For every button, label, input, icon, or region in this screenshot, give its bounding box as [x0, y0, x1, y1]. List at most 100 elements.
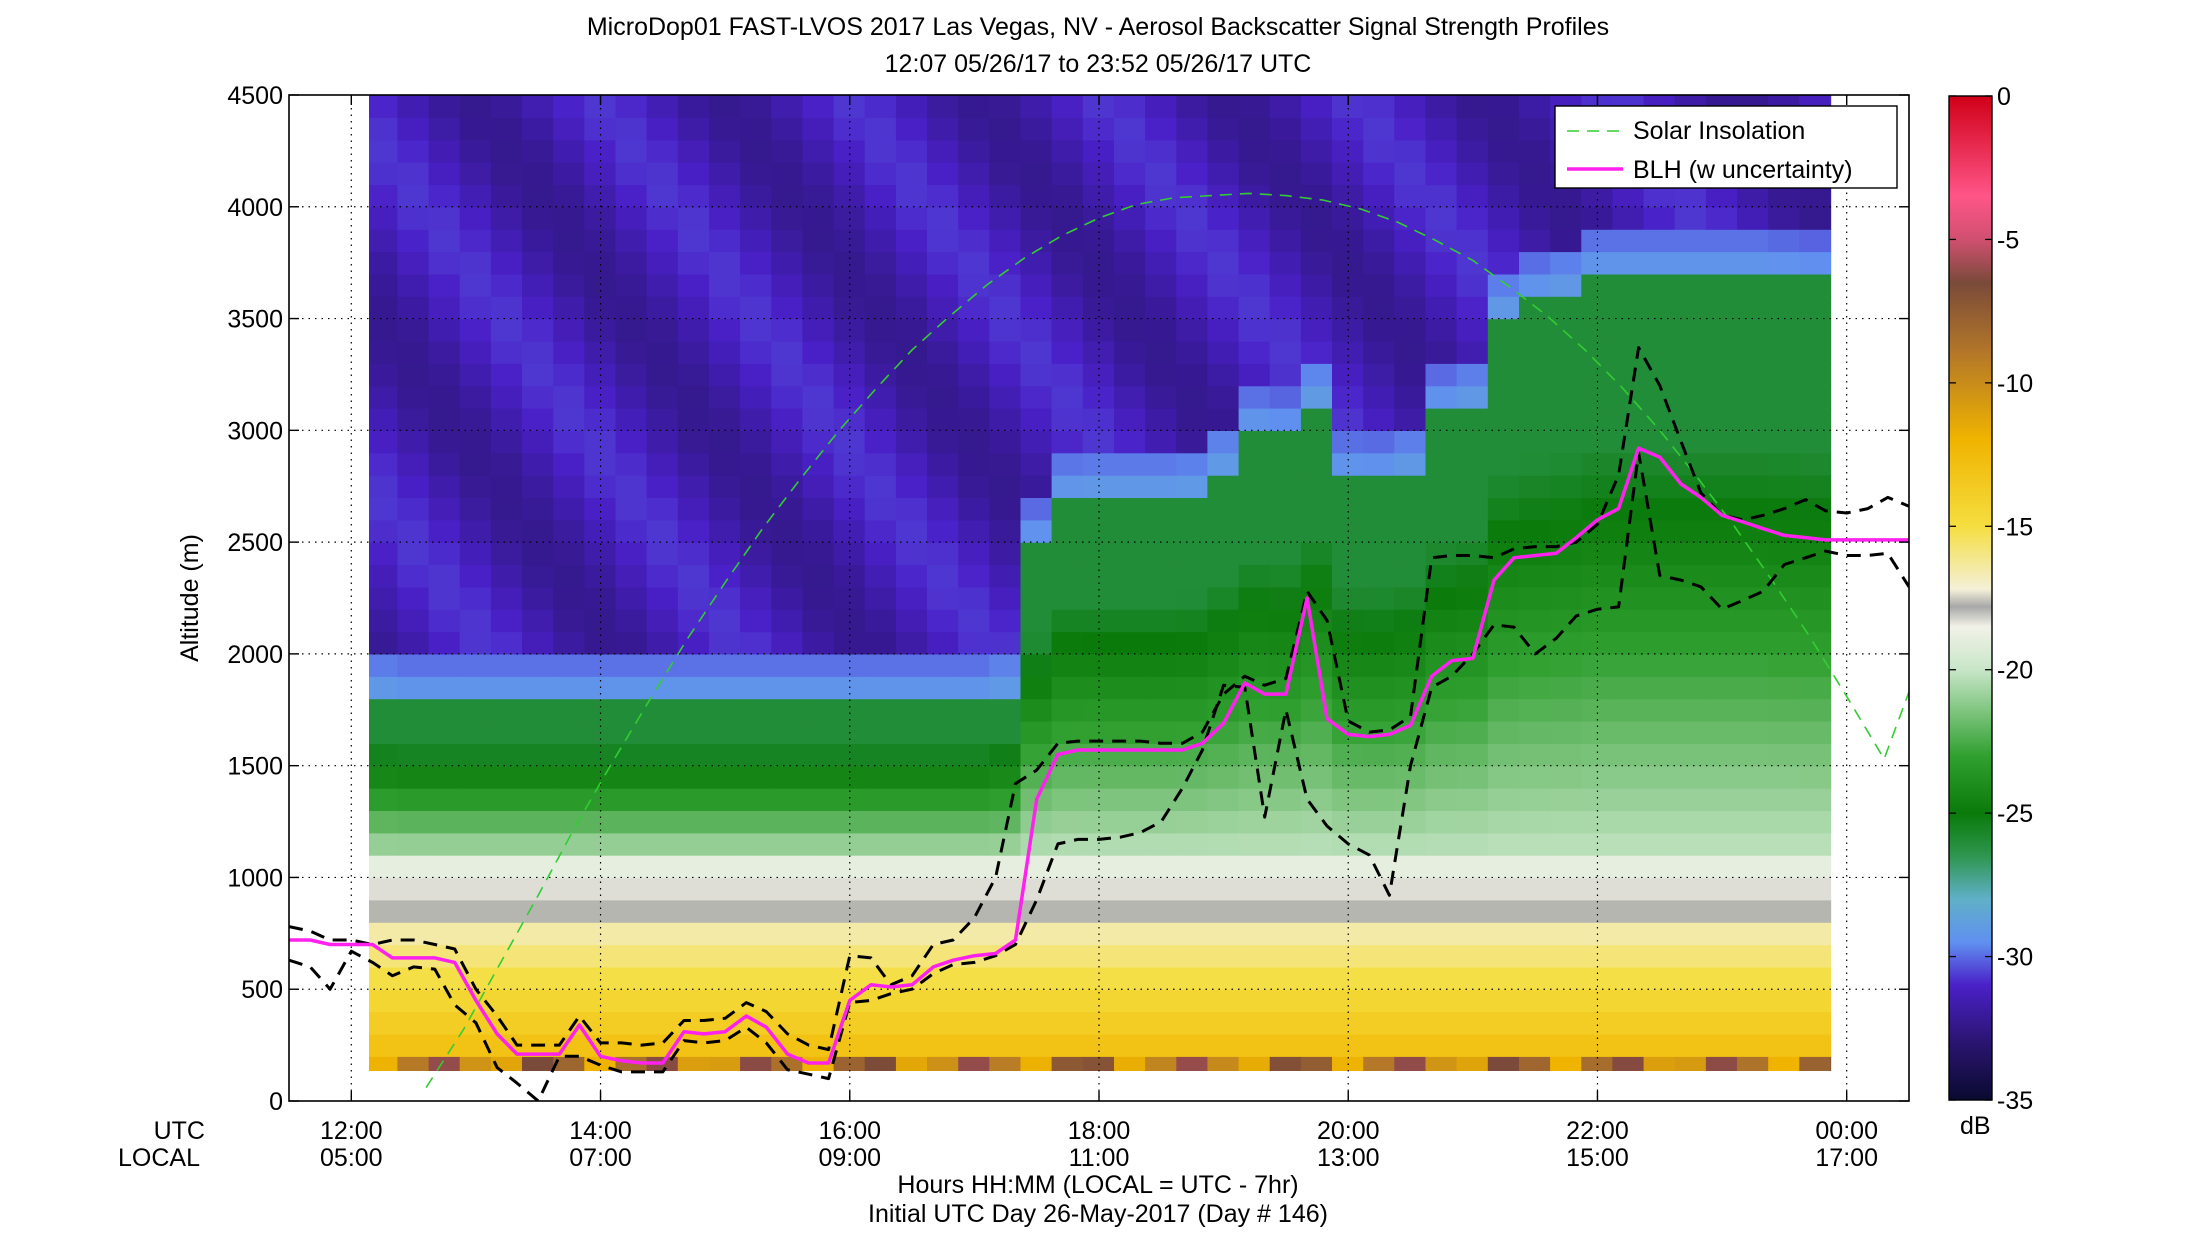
- heatmap-cell: [802, 251, 835, 275]
- heatmap-cell: [1020, 832, 1053, 856]
- heatmap-cell: [646, 586, 679, 610]
- heatmap-cell: [833, 1056, 866, 1071]
- heatmap-cell: [1519, 966, 1551, 990]
- heatmap-cell: [958, 542, 990, 566]
- heatmap-cell: [615, 944, 648, 968]
- heatmap-cell: [1020, 408, 1053, 431]
- heatmap-cell: [1020, 1011, 1053, 1035]
- heatmap-cell: [1581, 832, 1614, 856]
- heatmap-cell: [1705, 229, 1738, 253]
- heatmap-cell: [428, 542, 461, 566]
- heatmap-cell: [1145, 408, 1177, 431]
- heatmap-cell: [397, 519, 430, 543]
- heatmap-cell: [615, 676, 648, 700]
- heatmap-cell: [553, 631, 585, 655]
- heatmap-cell: [895, 497, 928, 521]
- heatmap-cell: [833, 430, 866, 454]
- heatmap-cell: [397, 855, 430, 879]
- heatmap-cell: [1705, 877, 1738, 901]
- heatmap-cell: [1830, 765, 1832, 789]
- heatmap-cell: [1830, 855, 1832, 879]
- heatmap-cell: [989, 721, 1022, 744]
- heatmap-cell: [1207, 229, 1240, 253]
- heatmap-cell: [1207, 631, 1240, 655]
- heatmap-cell: [553, 698, 585, 722]
- heatmap-cell: [677, 229, 710, 253]
- heatmap-cell: [646, 922, 679, 946]
- heatmap-cell: [1550, 944, 1582, 968]
- heatmap-cell: [709, 363, 741, 387]
- heatmap-cell: [740, 340, 772, 364]
- heatmap-cell: [369, 721, 399, 744]
- heatmap-cell: [1705, 788, 1738, 811]
- heatmap-cell: [1487, 363, 1520, 387]
- heatmap-cell: [1082, 586, 1115, 610]
- heatmap-cell: [1300, 273, 1333, 297]
- heatmap-cell: [709, 542, 741, 566]
- heatmap-cell: [740, 698, 772, 722]
- heatmap-cell: [1487, 877, 1520, 901]
- heatmap-cell: [1830, 408, 1832, 431]
- heatmap-cell: [833, 966, 866, 990]
- heatmap-cell: [1114, 631, 1146, 655]
- heatmap-cell: [1051, 1056, 1084, 1071]
- heatmap-cell: [1020, 966, 1053, 990]
- heatmap-cell: [1145, 452, 1177, 476]
- heatmap-cell: [740, 788, 772, 811]
- heatmap-cell: [646, 519, 679, 543]
- heatmap-cell: [677, 1056, 710, 1071]
- y-tick-label: 1000: [227, 864, 283, 892]
- heatmap-cell: [553, 318, 585, 342]
- heatmap-cell: [490, 452, 523, 476]
- heatmap-cell: [1051, 765, 1084, 789]
- heatmap-cell: [490, 519, 523, 543]
- heatmap-cell: [1145, 139, 1177, 163]
- heatmap-cell: [740, 117, 772, 141]
- heatmap-cell: [864, 788, 897, 811]
- heatmap-cell: [709, 95, 741, 118]
- heatmap-cell: [646, 810, 679, 834]
- heatmap-cell: [397, 586, 430, 610]
- heatmap-cell: [1394, 475, 1427, 498]
- heatmap-cell: [989, 340, 1022, 364]
- heatmap-cell: [553, 251, 585, 275]
- heatmap-cell: [1581, 229, 1614, 253]
- heatmap-cell: [369, 408, 399, 431]
- heatmap-cell: [1238, 922, 1271, 946]
- heatmap-cell: [1332, 698, 1364, 722]
- heatmap-cell: [1363, 296, 1395, 320]
- heatmap-cell: [1581, 989, 1614, 1013]
- heatmap-cell: [927, 519, 959, 543]
- heatmap-cell: [1176, 340, 1209, 364]
- heatmap-cell: [1705, 251, 1738, 275]
- heatmap-cell: [1020, 95, 1053, 118]
- heatmap-cell: [1425, 944, 1458, 968]
- heatmap-cell: [1207, 609, 1240, 633]
- heatmap-cell: [1363, 989, 1395, 1013]
- heatmap-cell: [1768, 743, 1800, 767]
- heatmap-cell: [1020, 721, 1053, 744]
- heatmap-cell: [1830, 989, 1832, 1013]
- heatmap-cell: [1830, 206, 1832, 230]
- heatmap-cell: [1363, 832, 1395, 856]
- heatmap-cell: [1705, 676, 1738, 700]
- heatmap-cell: [1456, 408, 1489, 431]
- heatmap-cell: [802, 1011, 835, 1035]
- heatmap-cell: [1332, 139, 1364, 163]
- heatmap-cell: [709, 653, 741, 677]
- heatmap-cell: [927, 788, 959, 811]
- heatmap-cell: [1519, 1011, 1551, 1035]
- heatmap-cell: [1550, 340, 1582, 364]
- heatmap-cell: [1519, 832, 1551, 856]
- heatmap-cell: [1612, 1056, 1645, 1071]
- heatmap-cell: [1145, 519, 1177, 543]
- heatmap-cell: [709, 340, 741, 364]
- heatmap-cell: [397, 1056, 430, 1071]
- heatmap-cell: [1332, 340, 1364, 364]
- heatmap-cell: [1737, 475, 1769, 498]
- heatmap-cell: [1674, 1056, 1707, 1071]
- heatmap-cell: [802, 944, 835, 968]
- x-tick-label-utc: 18:00: [1068, 1117, 1131, 1145]
- heatmap-cell: [1519, 631, 1551, 655]
- heatmap-cell: [1176, 564, 1209, 588]
